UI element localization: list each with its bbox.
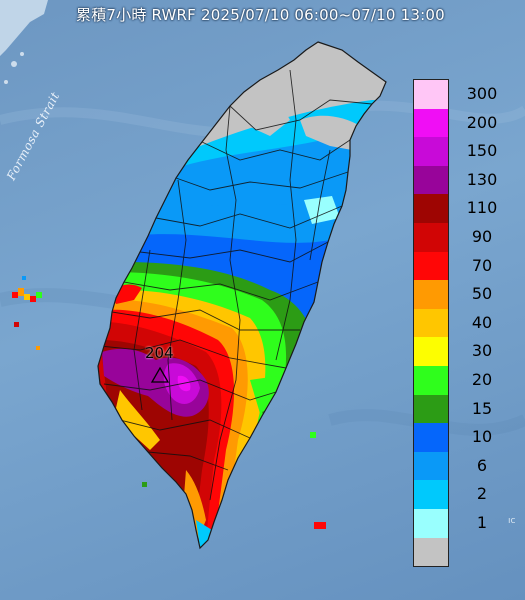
legend-label: 50	[471, 284, 493, 304]
coastline-china	[0, 0, 48, 84]
legend-label: 40	[471, 312, 493, 332]
legend-swatch	[414, 80, 448, 109]
legend-swatch	[414, 508, 448, 538]
legend-swatch	[414, 308, 448, 338]
legend-label: 150	[466, 141, 498, 161]
corner-text: ıc	[508, 516, 516, 526]
legend-label: 70	[471, 255, 493, 275]
legend-label: 300	[466, 84, 498, 103]
taiwan-coastline	[97, 41, 387, 550]
legend-swatch	[414, 137, 448, 166]
legend-swatch	[414, 394, 448, 424]
legend-swatch	[414, 480, 448, 509]
legend-swatch	[414, 280, 448, 309]
legend-label: 130	[466, 169, 498, 189]
map-title: 累積7小時 RWRF 2025/07/10 06:00~07/10 13:00	[76, 6, 445, 24]
legend-swatch	[414, 222, 448, 252]
legend-label: 90	[471, 227, 493, 246]
max-marker-icon	[150, 366, 170, 383]
legend-swatch	[414, 108, 448, 138]
legend-swatch	[414, 337, 448, 366]
offshore-islands	[142, 432, 326, 529]
legend-swatch	[414, 251, 448, 281]
legend-label: 200	[466, 112, 498, 132]
legend-swatch	[414, 365, 448, 395]
legend-label: 110	[466, 198, 498, 218]
legend-label: 20	[471, 370, 493, 389]
taiwan-island	[98, 42, 386, 548]
legend-label: 1	[476, 513, 488, 532]
penghu-islands	[12, 276, 42, 350]
color-legend	[413, 79, 449, 568]
legend-swatch	[414, 423, 448, 452]
legend-swatch	[414, 451, 448, 481]
legend-swatch	[414, 537, 448, 567]
legend-label: 10	[471, 427, 493, 447]
legend-label: 15	[471, 398, 493, 418]
legend-swatch	[414, 165, 448, 195]
legend-label: 2	[476, 484, 488, 504]
legend-label: 30	[471, 341, 493, 361]
legend-label: 6	[476, 455, 488, 475]
max-rainfall-label: 204	[145, 344, 174, 362]
legend-swatch	[414, 194, 448, 223]
